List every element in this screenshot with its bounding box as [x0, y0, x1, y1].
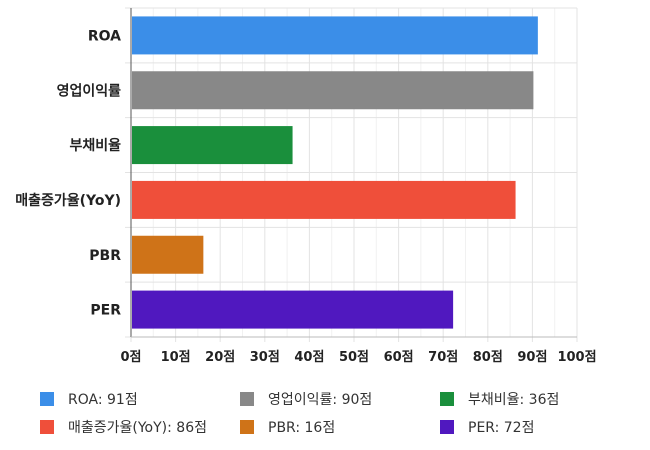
legend-label-4: PBR: 16점 [268, 420, 336, 436]
legend-label-3: 매출증가율(YoY): 86점 [68, 420, 207, 436]
legend-swatch-4 [240, 420, 254, 434]
x-tick-label-2: 20점 [205, 350, 235, 365]
bar-5 [132, 290, 454, 329]
legend-swatch-5 [440, 420, 454, 434]
legend-item-3: 매출증가율(YoY): 86점 [40, 416, 240, 438]
legend-label-5: PER: 72점 [468, 420, 535, 436]
x-tick-label-4: 40점 [294, 350, 324, 365]
legend-swatch-2 [440, 392, 454, 406]
x-tick-label-6: 60점 [384, 350, 414, 365]
x-tick-label-7: 70점 [428, 350, 458, 365]
category-label-2: 부채비율 [69, 137, 121, 154]
legend-swatch-1 [240, 392, 254, 406]
category-label-3: 매출증가율(YoY) [15, 192, 121, 209]
legend-swatch-0 [40, 392, 54, 406]
legend-item-4: PBR: 16점 [240, 416, 440, 438]
bar-2 [132, 126, 293, 165]
legend-label-1: 영업이익률: 90점 [268, 392, 373, 408]
category-label-0: ROA [88, 28, 121, 44]
legend-item-5: PER: 72점 [440, 416, 640, 438]
category-label-1: 영업이익률 [57, 82, 122, 99]
x-tick-label-9: 90점 [517, 350, 547, 365]
x-tick-label-0: 0점 [120, 350, 141, 365]
bar-4 [132, 235, 204, 274]
x-tick-label-3: 30점 [250, 350, 280, 365]
bar-3 [132, 180, 516, 219]
x-tick-label-5: 50점 [339, 350, 369, 365]
x-tick-label-8: 80점 [473, 350, 503, 365]
legend-item-2: 부채비율: 36점 [440, 388, 640, 410]
legend-item-0: ROA: 91점 [40, 388, 240, 410]
legend-item-1: 영업이익률: 90점 [240, 388, 440, 410]
category-label-4: PBR [89, 248, 121, 264]
bar-1 [132, 71, 534, 110]
x-tick-label-1: 10점 [161, 350, 191, 365]
category-label-5: PER [90, 303, 121, 319]
x-tick-label-10: 100점 [557, 350, 596, 365]
legend-label-0: ROA: 91점 [68, 392, 138, 408]
bar-0 [132, 16, 538, 55]
legend-label-2: 부채비율: 36점 [468, 392, 560, 408]
legend-swatch-3 [40, 420, 54, 434]
